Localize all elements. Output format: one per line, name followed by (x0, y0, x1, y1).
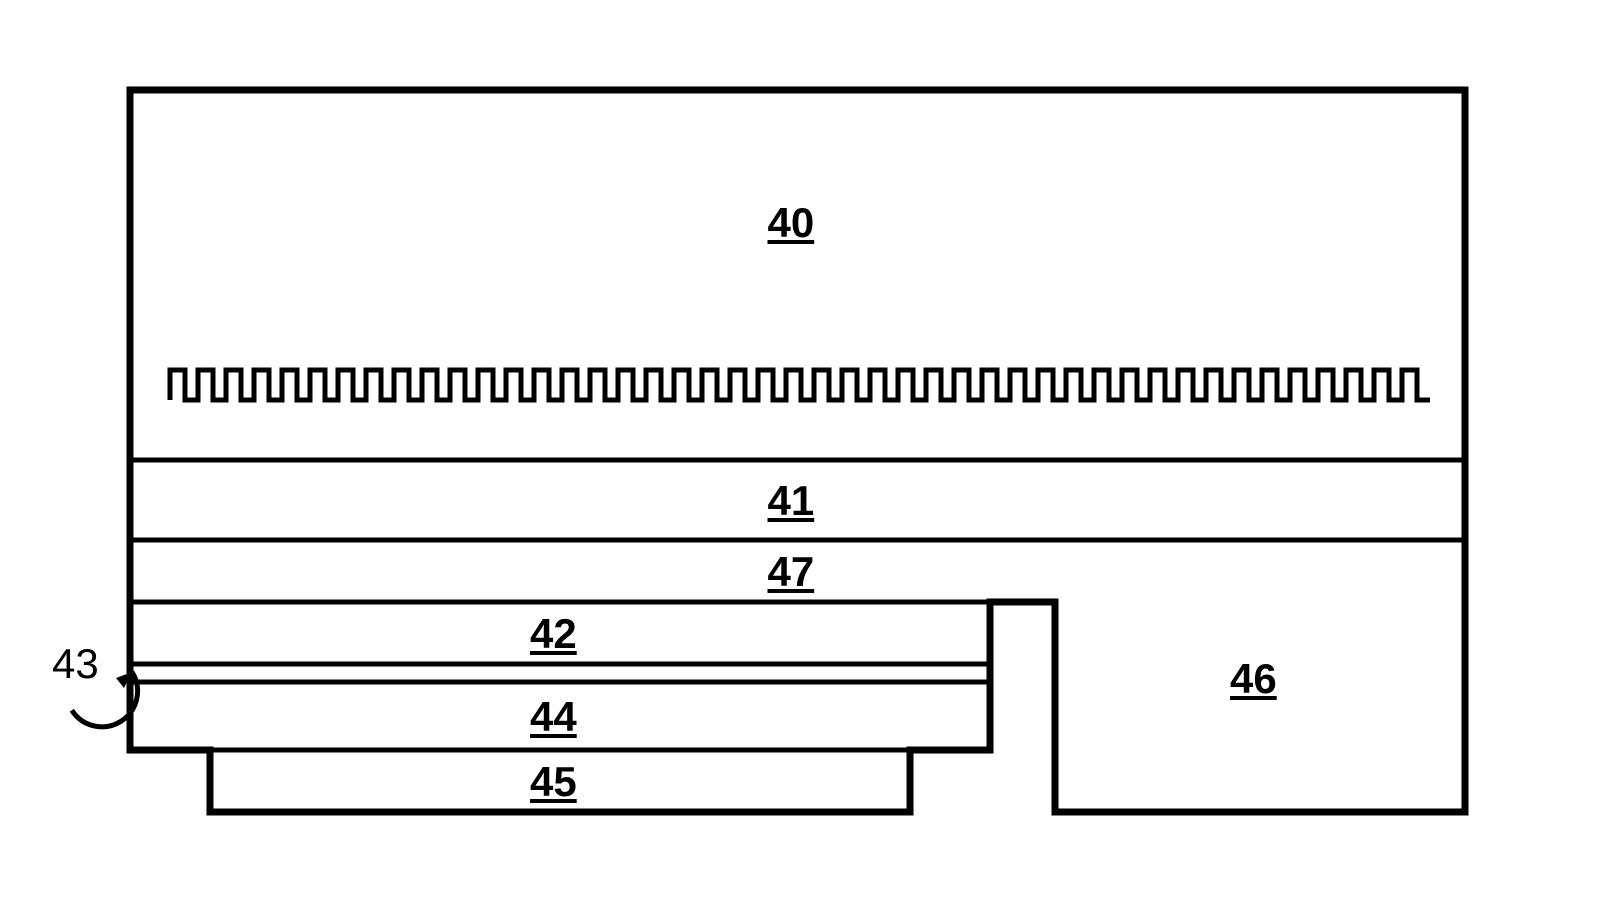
layer-label-47: 47 (768, 548, 815, 596)
diagram-stage: 40 41 47 42 44 45 46 43 (0, 0, 1618, 901)
layer-label-46: 46 (1230, 655, 1277, 703)
layer-label-44: 44 (530, 693, 577, 741)
layer-46 (1055, 602, 1465, 812)
layer-label-45: 45 (530, 758, 577, 806)
layer-43 (130, 664, 990, 682)
side-label-43: 43 (52, 640, 99, 688)
layer-label-42: 42 (530, 610, 577, 658)
layer-label-40: 40 (768, 199, 815, 247)
layer-40 (130, 90, 1465, 460)
layer-label-41: 41 (768, 477, 815, 525)
